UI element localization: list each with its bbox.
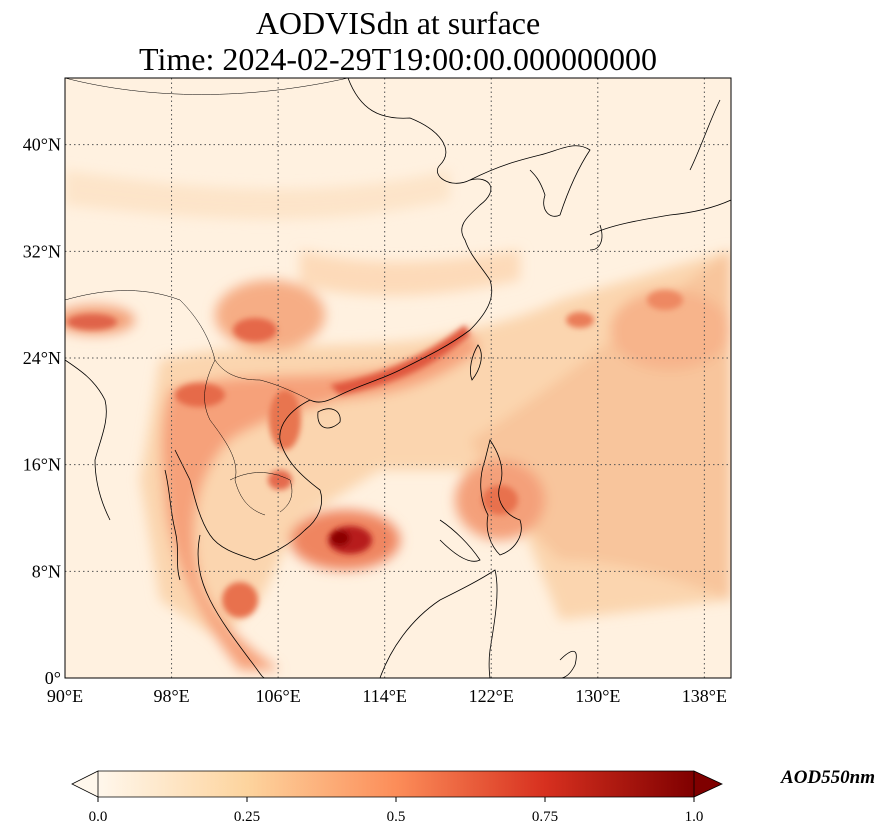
colorbar-gradient bbox=[98, 771, 694, 797]
lon-tick-label: 106°E bbox=[256, 686, 301, 706]
map-frame bbox=[64, 77, 732, 679]
gridlines bbox=[65, 78, 731, 678]
lon-tick-label: 98°E bbox=[153, 686, 189, 706]
lat-tick-label: 24°N bbox=[23, 348, 61, 368]
colorbar-tick-label: 1.0 bbox=[685, 809, 704, 825]
colorbar-tick-label: 0.5 bbox=[387, 809, 406, 825]
coastlines bbox=[65, 78, 731, 678]
aod-field bbox=[65, 170, 731, 670]
colorbar: 0.0 0.25 0.5 0.75 1.0 bbox=[71, 770, 723, 825]
latitude-tick-labels: 0° 8°N 16°N 24°N 32°N 40°N bbox=[23, 135, 61, 688]
map-title-line1: AODVISdn at surface bbox=[255, 5, 541, 41]
colorbar-extend-max bbox=[693, 770, 723, 798]
lon-tick-label: 90°E bbox=[47, 686, 83, 706]
lat-tick-label: 40°N bbox=[23, 135, 61, 155]
lon-tick-label: 138°E bbox=[682, 686, 727, 706]
colorbar-tick-label: 0.0 bbox=[89, 809, 108, 825]
colorbar-tick-label: 0.75 bbox=[532, 809, 558, 825]
lon-tick-label: 130°E bbox=[575, 686, 620, 706]
colorbar-label: AOD550nm bbox=[781, 767, 875, 788]
lon-tick-label: 122°E bbox=[469, 686, 514, 706]
colorbar-tick-label: 0.25 bbox=[234, 809, 260, 825]
longitude-tick-labels: 90°E 98°E 106°E 114°E 122°E 130°E 138°E bbox=[47, 686, 727, 706]
colorbar-extend-min bbox=[71, 770, 99, 798]
lat-tick-label: 16°N bbox=[23, 455, 61, 475]
lat-tick-label: 32°N bbox=[23, 241, 61, 261]
lat-tick-label: 0° bbox=[45, 668, 61, 688]
lat-tick-label: 8°N bbox=[32, 561, 61, 581]
map-title-line2: Time: 2024-02-29T19:00:00.000000000 bbox=[139, 41, 657, 77]
lon-tick-label: 114°E bbox=[362, 686, 407, 706]
